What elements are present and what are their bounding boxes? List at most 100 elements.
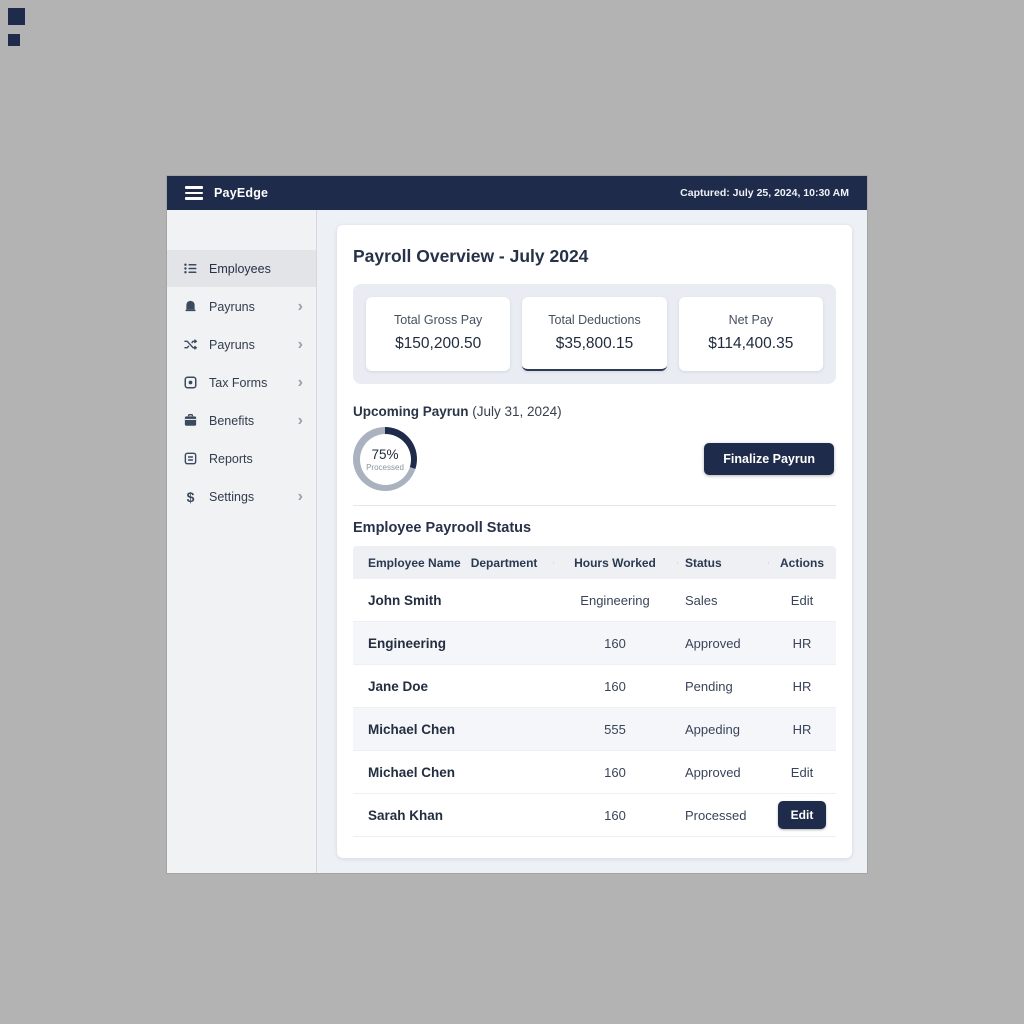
cell-employee-name: Michael Chen (368, 721, 456, 737)
cell-status: Sales (685, 592, 718, 608)
action-link[interactable]: HR (792, 678, 812, 694)
chevron-right-icon: › (297, 297, 303, 315)
column-header-status: Status (677, 556, 768, 570)
table-row: John Smith Engineering Sales Edit (353, 579, 836, 622)
cell-employee-name: Jane Doe (368, 678, 429, 694)
cell-employee-name: John Smith (368, 592, 442, 608)
column-header-actions: Actions (768, 556, 836, 570)
stats-row: Total Gross Pay $150,200.50 Total Deductio… (353, 284, 836, 384)
cell-status: Approved (685, 764, 741, 780)
cell-hours-worked: 555 (604, 721, 626, 737)
donut-percent: 75% (371, 446, 399, 462)
stat-label: Net Pay (728, 313, 774, 327)
report-icon (183, 451, 198, 466)
artifact-square-2 (8, 34, 20, 46)
donut-center: 75% Processed (359, 433, 411, 485)
sidebar-item-settings[interactable]: $ Settings › (167, 478, 316, 515)
cell-status: Appeding (685, 721, 740, 737)
topbar: PayEdge Captured: July 25, 2024, 10:30 A… (167, 176, 867, 210)
sidebar-item-payruns[interactable]: Payruns › (167, 326, 316, 363)
cell-actions: Edit (768, 593, 836, 608)
dollar-icon: $ (186, 488, 195, 505)
table-row: Jane Doe 160 Pending HR (353, 665, 836, 708)
sidebar-item-label: Reports (209, 451, 253, 466)
upcoming-payrun-title: Upcoming Payrun (353, 404, 469, 419)
sidebar-item-label: Settings (209, 489, 255, 504)
chevron-right-icon: › (297, 487, 303, 505)
payroll-overview-card: Payroll Overview - July 2024 Total Gross… (337, 225, 852, 858)
stat-card-total-deductions: Total Deductions $35,800.15 (522, 297, 667, 371)
upcoming-payrun-row: 75% Processed Finalize Payrun (353, 425, 836, 503)
menu-icon[interactable] (185, 186, 203, 200)
cell-actions: HR (768, 679, 836, 694)
table-header-row: Employee Name Department Hours Worked St… (353, 546, 836, 579)
sidebar-item-label: Benefits (209, 413, 255, 428)
cell-status: Processed (685, 807, 747, 823)
stat-value: $150,200.50 (395, 335, 482, 352)
app-window: PayEdge Captured: July 25, 2024, 10:30 A… (166, 175, 868, 874)
sidebar-item-benefits[interactable]: Benefits › (167, 402, 316, 439)
cell-hours-worked: 160 (604, 635, 626, 651)
stat-value: $114,400.35 (708, 335, 794, 352)
processed-donut-chart: 75% Processed (353, 427, 417, 491)
cell-status: Pending (685, 678, 733, 694)
cell-employee-name: Engineering (368, 635, 447, 651)
action-link[interactable]: HR (792, 721, 812, 737)
captured-timestamp: Captured: July 25, 2024, 10:30 AM (680, 187, 849, 199)
chevron-right-icon: › (297, 411, 303, 429)
app-title: PayEdge (214, 186, 269, 200)
finalize-payrun-button[interactable]: Finalize Payrun (704, 443, 834, 475)
chevron-right-icon: › (297, 373, 303, 391)
donut-label: Processed (366, 462, 404, 472)
column-header-department: Department (470, 555, 538, 570)
sidebar-item-label: Payruns (209, 337, 255, 352)
sidebar-item-label: Payruns (209, 299, 255, 314)
action-link[interactable]: HR (792, 635, 812, 651)
tax-form-icon (183, 375, 198, 390)
column-header-group-name-department: Employee Name Department (353, 556, 553, 570)
section-divider (353, 505, 836, 506)
sidebar-item-tax-forms[interactable]: Tax Forms › (167, 364, 316, 401)
table-row: Michael Chen 555 Appeding HR (353, 708, 836, 751)
topbar-left: PayEdge (185, 186, 268, 200)
sidebar-item-label: Employees (209, 261, 271, 276)
stat-value: $35,800.15 (555, 335, 634, 352)
table-row: Sarah Khan 160 Processed Edit (353, 794, 836, 837)
cell-actions: HR (768, 636, 836, 651)
table-body: John Smith Engineering Sales Edit Engineerin… (353, 579, 836, 837)
stat-card-net-pay: Net Pay $114,400.35 (678, 297, 823, 371)
cell-hours-worked: 160 (604, 764, 626, 780)
sidebar: Employees Payruns › Payruns › Tax Forms › Benef… (167, 210, 317, 873)
cell-hours-worked: 160 (604, 678, 626, 694)
cell-hours-worked: Engineering (580, 592, 650, 608)
table-row: Engineering 160 Approved HR (353, 622, 836, 665)
sidebar-item-employees[interactable]: Employees (167, 250, 316, 287)
main-area: Payroll Overview - July 2024 Total Gross… (317, 210, 867, 873)
employee-payroll-table: Employee Name Department Hours Worked St… (353, 546, 836, 837)
artifact-square-1 (8, 8, 25, 25)
table-heading: Employee Payrooll Status (353, 520, 532, 536)
cell-actions: HR (768, 722, 836, 737)
column-header-hours-worked: Hours Worked (553, 556, 677, 570)
edit-button[interactable]: Edit (777, 801, 827, 829)
cell-status: Approved (685, 635, 741, 651)
action-link[interactable]: Edit (790, 764, 814, 780)
sidebar-item-reports[interactable]: Reports (167, 440, 316, 477)
cell-hours-worked: 160 (604, 807, 626, 823)
upcoming-payrun-heading: Upcoming Payrun (July 31, 2024) (353, 404, 836, 419)
stat-label: Total Deductions (548, 313, 641, 327)
sidebar-item-payruns[interactable]: Payruns › (167, 288, 316, 325)
cell-actions: Edit (768, 801, 836, 829)
chevron-right-icon: › (297, 335, 303, 353)
upcoming-payrun-date: (July 31, 2024) (472, 404, 562, 419)
window-body: Employees Payruns › Payruns › Tax Forms › Benef… (167, 210, 867, 873)
column-header-employee-name: Employee Name (368, 555, 461, 570)
briefcase-icon (183, 413, 198, 428)
stat-label: Total Gross Pay (394, 313, 483, 327)
cell-employee-name: Michael Chen (368, 764, 456, 780)
list-icon (183, 261, 198, 276)
action-link[interactable]: Edit (790, 592, 814, 608)
stat-card-total-gross-pay: Total Gross Pay $150,200.50 (366, 297, 511, 371)
cell-actions: Edit (768, 765, 836, 780)
